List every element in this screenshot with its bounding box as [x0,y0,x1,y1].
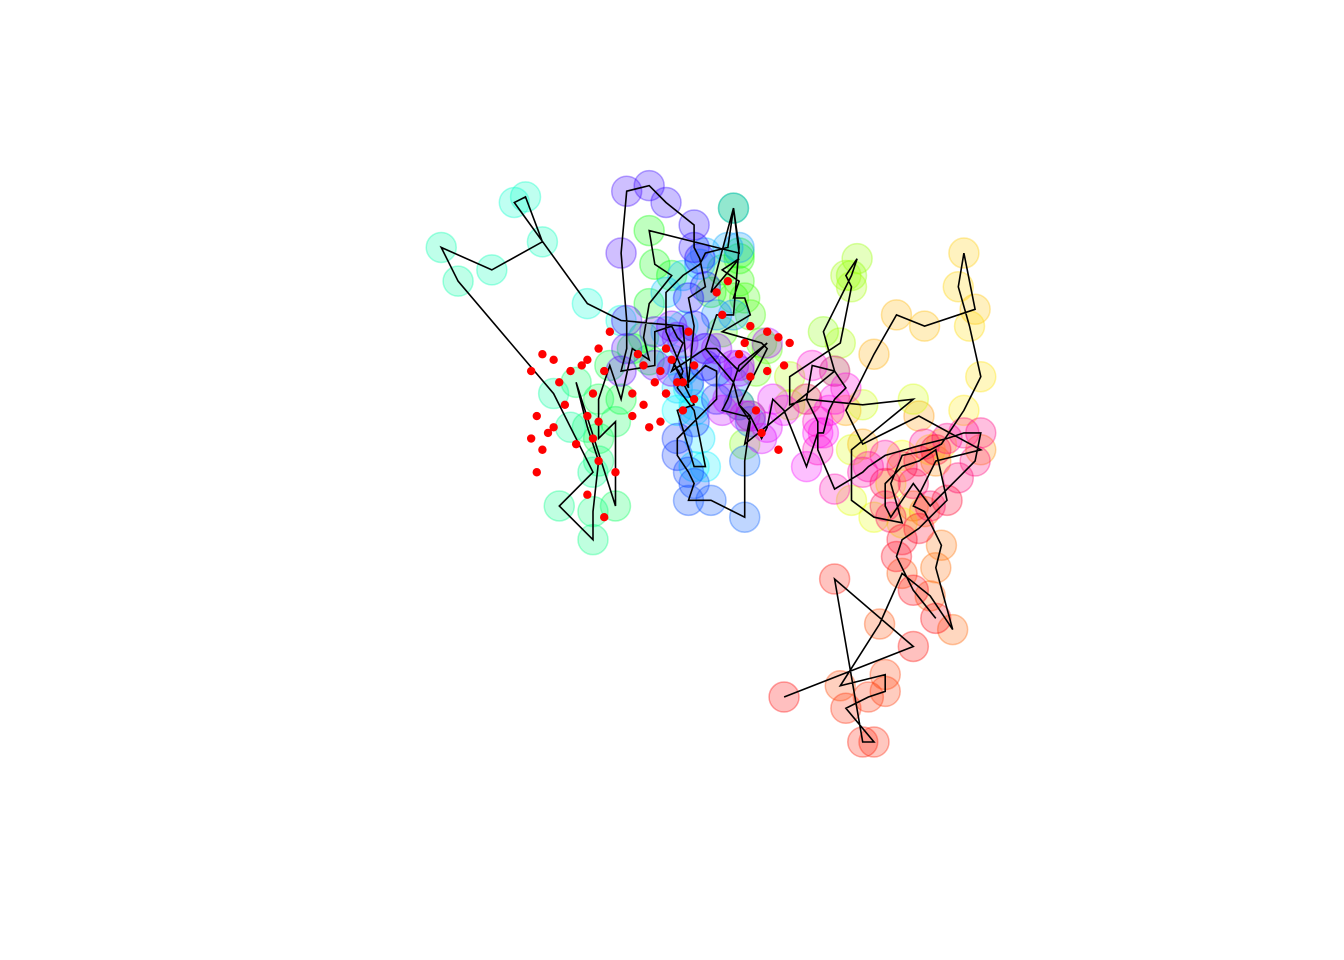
highlight-point [678,406,688,415]
highlight-point [628,411,637,421]
highlight-point [555,378,564,387]
highlight-point [611,468,620,477]
highlight-point [689,394,699,404]
highlight-point [594,417,603,426]
highlight-point [718,310,727,320]
highlight-point [639,361,648,370]
highlight-point [656,366,665,376]
highlight-point [644,423,654,432]
highlight-point [723,276,733,286]
highlight-point [605,327,615,336]
highlight-point [526,434,536,443]
highlight-point [757,428,766,438]
highlight-point [673,378,682,387]
highlight-point [779,361,789,370]
highlight-point [746,372,755,381]
highlight-point [549,423,558,432]
highlight-point [526,366,536,376]
highlight-point [532,468,541,477]
highlight-point [566,366,575,376]
highlight-point [774,445,783,454]
highlight-point [656,417,665,426]
highlight-point [740,338,749,348]
highlight-point [594,456,603,466]
highlight-point [600,513,609,522]
highlight-point [661,344,671,353]
highlight-point [785,338,794,348]
highlight-point [549,355,558,365]
highlight-point [763,327,772,336]
highlight-point [734,350,744,359]
highlight-point-layer [526,276,794,522]
highlight-point [577,361,586,370]
highlight-point [639,400,648,409]
highlight-point [571,439,581,449]
highlight-point [583,355,592,365]
highlight-point [650,378,659,387]
highlight-point [594,344,603,353]
highlight-point [628,389,637,398]
highlight-point [661,389,671,398]
highlight-point [746,321,755,331]
highlight-point [538,350,547,359]
highlight-point [633,350,643,359]
highlight-point [600,366,609,376]
highlight-point [583,411,592,421]
highlight-point [689,361,699,370]
path-point-marker [768,681,800,713]
highlight-point [538,445,547,454]
highlight-point [543,428,553,438]
highlight-point [667,355,676,365]
highlight-point [712,288,721,297]
highlight-point [763,366,772,376]
highlight-point [751,406,761,415]
highlight-point [588,434,598,443]
highlight-point [684,327,693,336]
highlight-point [532,411,541,421]
highlight-point [588,389,598,398]
highlight-point [560,400,570,409]
highlight-point [774,333,783,342]
highlight-point [583,490,592,499]
